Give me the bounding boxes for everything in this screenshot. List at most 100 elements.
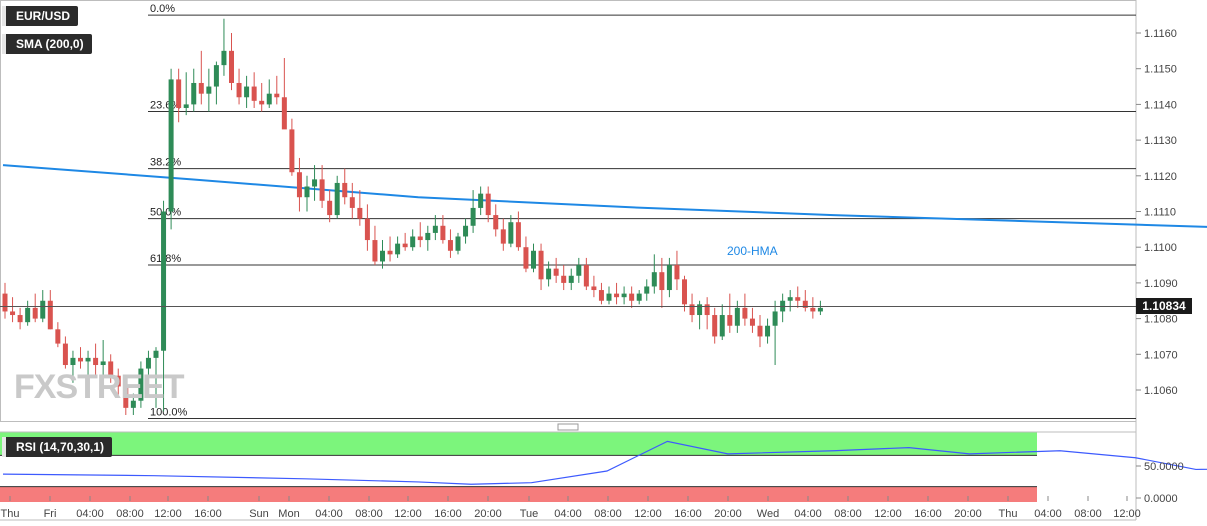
- candle-down: [614, 293, 620, 298]
- candle-down: [682, 279, 687, 305]
- candle-down: [810, 307, 816, 312]
- candle-down: [553, 268, 559, 276]
- price-tick-label: 1.1070: [1144, 349, 1178, 361]
- time-tick-label: Wed: [757, 508, 779, 520]
- candle-down: [742, 307, 748, 319]
- time-tick-label: 12:00: [874, 508, 902, 520]
- candle-up: [478, 193, 484, 208]
- price-tick-label: 1.1150: [1144, 64, 1177, 76]
- candle-up: [636, 293, 642, 301]
- fxstreet-watermark: FXSTREET: [14, 368, 185, 406]
- candle-up: [531, 250, 536, 269]
- time-tick-label: 16:00: [194, 508, 222, 520]
- time-tick-label: 16:00: [434, 508, 462, 520]
- candle-down: [485, 193, 491, 216]
- candle-down: [342, 182, 348, 198]
- candle-down: [176, 79, 182, 108]
- candle-down: [598, 290, 604, 301]
- hma-line: 200-HMA: [2, 164, 1207, 258]
- candle-down: [357, 207, 363, 219]
- candle-down: [749, 318, 755, 326]
- candle-down: [236, 82, 242, 98]
- candle-up: [138, 368, 144, 401]
- candle-down: [319, 179, 325, 201]
- candle-down: [583, 265, 589, 287]
- candle-down: [289, 129, 295, 173]
- candle-up: [100, 361, 106, 366]
- candle-down: [10, 311, 16, 316]
- time-tick-label: Thu: [999, 508, 1018, 520]
- time-tick-label: 12:00: [154, 508, 182, 520]
- candle-up: [621, 293, 627, 298]
- candle-down: [372, 240, 378, 262]
- candle-down: [62, 343, 68, 366]
- candle-up: [644, 286, 650, 294]
- candle-up: [508, 222, 514, 244]
- price-tick-label: 1.1080: [1144, 314, 1178, 326]
- candle-down: [281, 97, 287, 130]
- price-tick-label: 1.1160: [1144, 28, 1177, 40]
- price-tick-label: 1.1100: [1144, 242, 1177, 254]
- instrument-label[interactable]: EUR/USD: [2, 6, 79, 26]
- time-tick-label: Fri: [44, 508, 57, 520]
- price-tick-label: 1.1130: [1144, 135, 1177, 147]
- time-tick-label: 12:00: [634, 508, 662, 520]
- price-tick-label: 1.1060: [1144, 385, 1178, 397]
- candle-up: [244, 86, 250, 98]
- time-tick-label: 04:00: [794, 508, 822, 520]
- candle-down: [32, 307, 38, 319]
- fib-level-label: 100.0%: [150, 407, 188, 419]
- time-tick-label: 08:00: [116, 508, 144, 520]
- candle-down: [198, 82, 204, 94]
- time-tick-label: 04:00: [76, 508, 104, 520]
- time-tick-label: 16:00: [914, 508, 942, 520]
- time-tick-label: 04:00: [315, 508, 343, 520]
- candle-up: [606, 293, 612, 301]
- time-tick-label: 04:00: [554, 508, 582, 520]
- candle-up: [651, 272, 657, 287]
- candle-up: [425, 232, 431, 241]
- candle-down: [440, 225, 446, 241]
- sma-label[interactable]: SMA (200,0): [2, 34, 92, 54]
- rsi-tick-label: 0.0000: [1144, 493, 1178, 505]
- candle-up: [213, 65, 219, 87]
- price-axis: 1.1060 1.1070 1.1080 1.1090 1.1100 1.1110 1.11…: [1136, 28, 1178, 397]
- time-tick-label: 20:00: [474, 508, 502, 520]
- candle-down: [523, 247, 529, 269]
- candle-up: [130, 400, 136, 408]
- candle-down: [704, 304, 710, 316]
- candle-down: [712, 315, 718, 337]
- candle-up: [183, 104, 189, 108]
- rsi-oversold-zone: [0, 486, 1037, 502]
- candle-down: [659, 272, 665, 291]
- candle-down: [123, 386, 129, 408]
- candle-down: [561, 275, 567, 283]
- candle-up: [168, 79, 174, 212]
- candle-up: [221, 50, 227, 66]
- candle-up: [765, 325, 771, 337]
- candle-down: [115, 375, 121, 387]
- candle-down: [55, 329, 61, 344]
- candle-up: [206, 86, 212, 94]
- time-tick-label: 08:00: [594, 508, 622, 520]
- candle-down: [417, 236, 423, 241]
- candle-down: [689, 304, 695, 316]
- candle-up: [787, 297, 793, 301]
- candle-up: [85, 357, 91, 362]
- candle-down: [802, 300, 808, 308]
- rsi-label[interactable]: RSI (14,70,30,1): [2, 437, 113, 457]
- candle-up: [40, 300, 46, 319]
- candle-down: [229, 50, 234, 83]
- candle-down: [274, 93, 280, 98]
- price-tick-label: 1.1120: [1144, 171, 1177, 183]
- rsi-overbought-zone: [0, 432, 1037, 456]
- candle-down: [493, 215, 499, 230]
- time-tick-label: Mon: [278, 508, 299, 520]
- candle-up: [304, 186, 310, 198]
- candle-down: [629, 293, 635, 301]
- time-axis: Thu Fri 04:00 08:00 12:00 16:00 Sun Mon 04:00 08:…: [1, 496, 1141, 520]
- hma-label: 200-HMA: [727, 244, 778, 258]
- candle-up: [772, 311, 778, 326]
- panel-resize-handle: [557, 423, 579, 431]
